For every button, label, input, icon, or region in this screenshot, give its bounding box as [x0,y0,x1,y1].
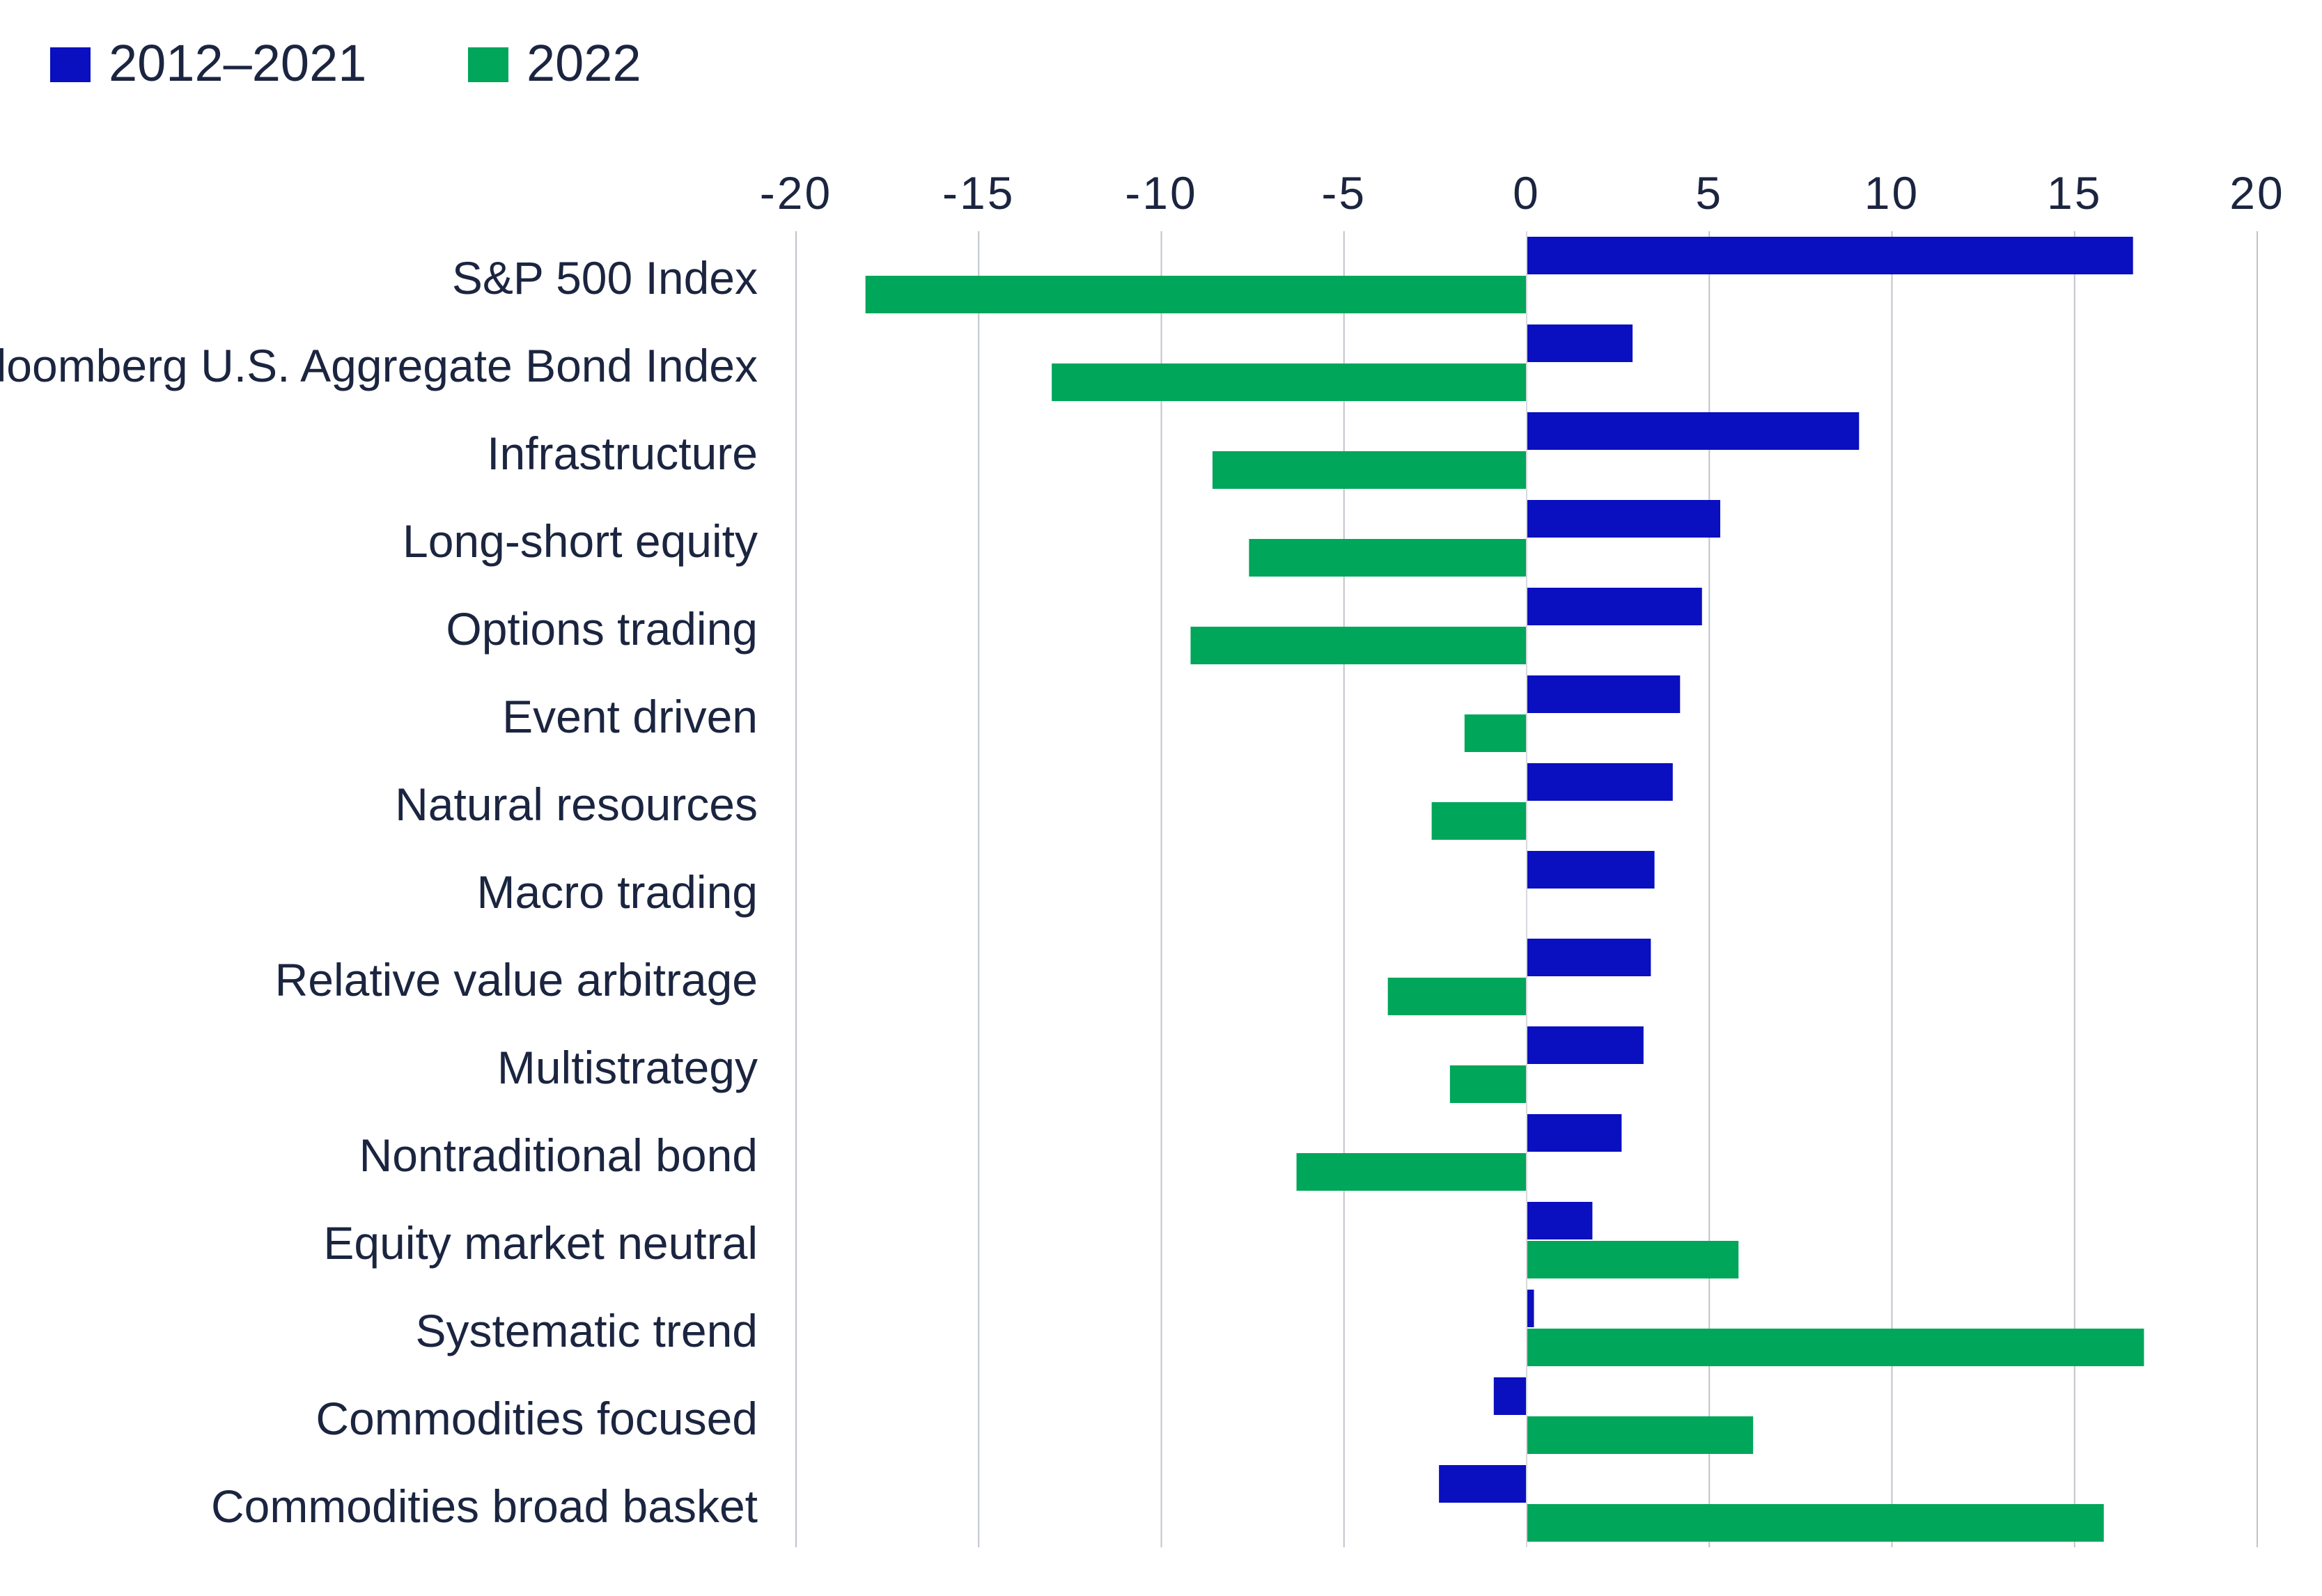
legend-swatch-series-1 [50,47,91,82]
category-label: Infrastructure [487,428,758,479]
bar-series-1 [1527,675,1681,713]
bar-series-1 [1527,500,1720,538]
bar-series-2 [1527,1329,2144,1366]
category-label: Multistrategy [497,1042,758,1093]
legend: 2012–2021 2022 [50,34,641,92]
legend-label-series-2: 2022 [527,34,641,92]
x-tick-label: -10 [1125,167,1197,219]
bar-series-1 [1527,1026,1644,1064]
x-tick-label: -20 [760,167,832,219]
bar-series-2 [1052,363,1527,401]
category-label: Nontraditional bond [359,1129,758,1181]
category-label: Equity market neutral [323,1217,758,1269]
bar-series-2 [1464,714,1527,752]
legend-label-series-1: 2012–2021 [109,34,366,92]
bar-series-2 [1527,1241,1739,1278]
bar-series-2 [1387,978,1527,1015]
bar-series-1 [1527,588,1702,625]
gridlines [795,231,2258,1547]
x-tick-label: 20 [2229,167,2284,219]
category-label: Bloomberg U.S. Aggregate Bond Index [0,340,758,391]
x-tick-label: 5 [1695,167,1723,219]
bar-series-1 [1493,1377,1527,1415]
bar-series-1 [1527,324,1633,362]
category-label: Relative value arbitrage [275,954,758,1006]
bar-series-1 [1439,1465,1527,1503]
x-tick-label: -5 [1321,167,1366,219]
category-label: Options trading [446,603,758,655]
category-label: Commodities focused [315,1393,758,1444]
category-label: Long-short equity [403,515,758,567]
bar-series-2 [1527,1416,1754,1454]
bar-series-1 [1527,1290,1534,1327]
category-label: Systematic trend [415,1305,758,1356]
category-label: Macro trading [476,866,758,918]
category-label: Commodities broad basket [211,1480,758,1532]
bar-series-1 [1527,1114,1622,1152]
bar-series-1 [1527,763,1673,801]
x-tick-label: 10 [1864,167,1919,219]
category-label: S&P 500 Index [452,252,758,304]
bar-series-2 [1190,627,1527,664]
bar-series-1 [1527,412,1860,450]
bar-series-1 [1527,237,2133,274]
category-labels: S&P 500 Index Bloomberg U.S. Aggregate Bo… [0,252,758,1532]
bars [865,237,2144,1542]
bar-series-1 [1527,939,1651,976]
bar-series-1 [1527,1202,1593,1239]
x-tick-label: 15 [2047,167,2102,219]
x-tick-label: 0 [1513,167,1541,219]
category-label: Natural resources [395,779,758,830]
bar-series-2 [1431,802,1527,840]
bar-series-2 [1527,1504,2104,1542]
bar-series-2 [865,276,1527,313]
legend-swatch-series-2 [468,47,508,82]
x-axis-ticks: -20 -15 -10 -5 0 5 10 15 20 [760,167,2284,219]
category-label: Event driven [502,691,758,742]
bar-series-2 [1212,451,1527,489]
bar-series-2 [1296,1153,1527,1191]
x-tick-label: -15 [942,167,1015,219]
bar-series-2 [1449,1065,1527,1103]
bar-series-2 [1249,539,1527,577]
bar-series-1 [1527,851,1655,889]
